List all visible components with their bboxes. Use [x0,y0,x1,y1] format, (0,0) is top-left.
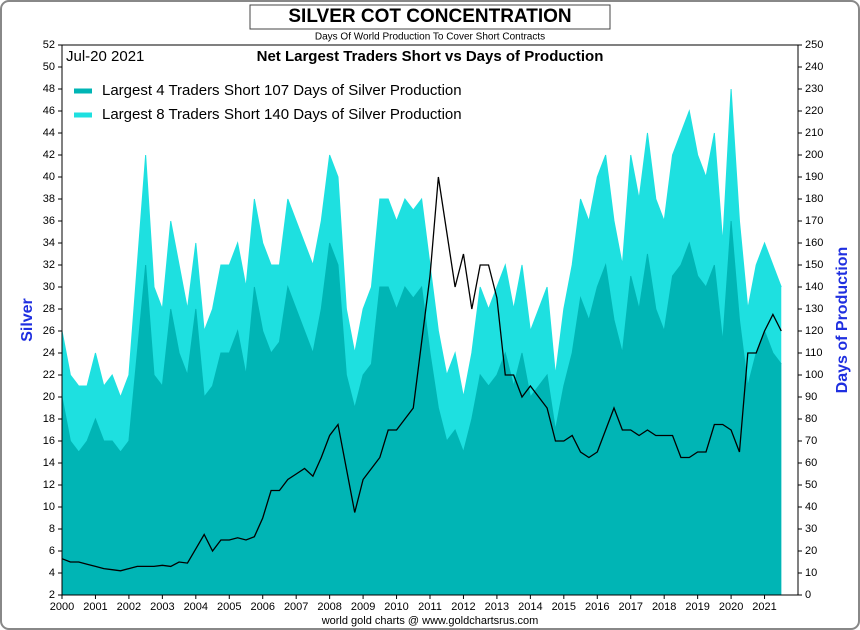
y-tick-label: 50 [43,61,55,73]
y2-tick-label: 200 [805,149,823,161]
y2-tick-label: 20 [805,545,817,557]
y-tick-label: 42 [43,149,55,161]
y-tick-label: 18 [43,413,55,425]
y2-tick-label: 250 [805,39,823,51]
y-tick-label: 32 [43,259,55,271]
x-tick-label: 2012 [451,601,475,613]
x-tick-label: 2021 [752,601,776,613]
y2-axis-label: Days of Production [834,247,851,394]
y-tick-label: 14 [43,457,55,469]
area-fill [62,221,782,595]
y2-tick-label: 80 [805,413,817,425]
area-edge [61,88,782,399]
y-tick-label: 40 [43,171,55,183]
y-tick-label: 16 [43,435,55,447]
y2-tick-label: 230 [805,83,823,95]
x-tick-label: 2016 [585,601,609,613]
y2-tick-label: 60 [805,457,817,469]
y2-tick-label: 150 [805,259,823,271]
y-tick-label: 34 [43,237,55,249]
chart-title: SILVER COT CONCENTRATION [288,6,571,27]
x-tick-label: 2014 [518,601,542,613]
y2-tick-label: 130 [805,303,823,315]
x-tick-label: 2019 [685,601,709,613]
x-tick-label: 2010 [384,601,408,613]
y2-tick-label: 190 [805,171,823,183]
y-tick-label: 52 [43,39,55,51]
y2-tick-label: 70 [805,435,817,447]
x-tick-label: 2007 [284,601,308,613]
y-tick-label: 24 [43,347,55,359]
y2-tick-label: 40 [805,501,817,513]
x-tick-label: 2009 [351,601,375,613]
y-tick-label: 8 [49,523,55,535]
y2-tick-label: 210 [805,127,823,139]
y-tick-label: 2 [49,589,55,601]
y2-tick-label: 220 [805,105,823,117]
chart-heading: Net Largest Traders Short vs Days of Pro… [257,48,604,65]
legend-note: Short 107 Days of Silver Production [224,82,462,99]
y-tick-label: 4 [49,567,55,579]
area-edge [61,220,782,454]
y2-tick-label: 170 [805,215,823,227]
y-tick-label: 36 [43,215,55,227]
y2-tick-label: 10 [805,567,817,579]
x-tick-label: 2006 [250,601,274,613]
y-tick-label: 22 [43,369,55,381]
y2-tick-label: 50 [805,479,817,491]
x-tick-label: 2008 [317,601,341,613]
x-tick-label: 2002 [117,601,141,613]
y-tick-label: 20 [43,391,55,403]
y2-tick-label: 240 [805,61,823,73]
x-tick-label: 2004 [184,601,208,613]
x-tick-label: 2020 [719,601,743,613]
legend-note: Short 140 Days of Silver Production [224,106,462,123]
x-tick-label: 2000 [50,601,74,613]
y-tick-label: 12 [43,479,55,491]
y-tick-label: 26 [43,325,55,337]
footer: world gold charts @ www.goldchartsrus.co… [321,615,539,627]
x-tick-label: 2013 [485,601,509,613]
y-axis-label: Silver [19,298,36,342]
y2-tick-label: 0 [805,589,811,601]
y2-tick-label: 100 [805,369,823,381]
legend-label: Largest 4 Traders [102,82,220,99]
x-tick-label: 2017 [618,601,642,613]
x-tick-label: 2005 [217,601,241,613]
y2-tick-label: 90 [805,391,817,403]
x-tick-label: 2018 [652,601,676,613]
title-box [249,4,611,30]
x-tick-label: 2015 [552,601,576,613]
y-tick-label: 38 [43,193,55,205]
y2-tick-label: 160 [805,237,823,249]
x-tick-label: 2003 [150,601,174,613]
plot [61,88,782,595]
y2-tick-label: 30 [805,523,817,535]
y2-tick-label: 120 [805,325,823,337]
price-line [61,176,782,572]
y-tick-label: 30 [43,281,55,293]
y-tick-label: 6 [49,545,55,557]
y2-tick-label: 140 [805,281,823,293]
legend-label: Largest 8 Traders [102,106,220,123]
y-tick-label: 48 [43,83,55,95]
y-tick-label: 10 [43,501,55,513]
y2-tick-label: 180 [805,193,823,205]
y-tick-label: 28 [43,303,55,315]
y2-tick-label: 110 [805,347,823,359]
x-tick-label: 2001 [83,601,107,613]
y-tick-label: 44 [43,127,55,139]
y-tick-label: 46 [43,105,55,117]
subtitle: Days Of World Production To Cover Short … [315,32,545,43]
x-tick-label: 2011 [418,601,442,613]
date-label: Jul-20 2021 [66,48,144,65]
